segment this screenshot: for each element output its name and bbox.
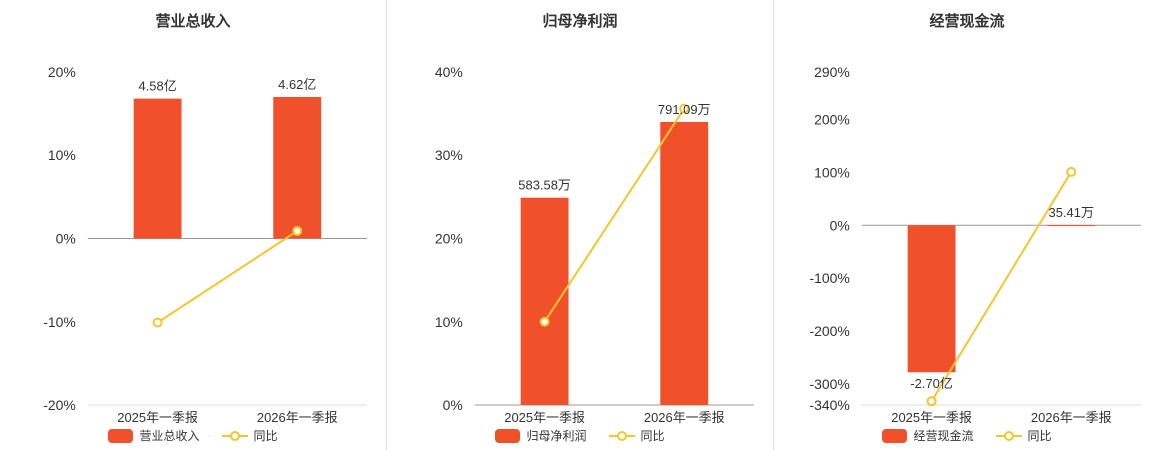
bar-2025年一季报[interactable] — [520, 197, 569, 405]
y-tick-label: 30% — [435, 147, 463, 163]
bar-value-label: 791.09万 — [658, 102, 711, 117]
chart-legend: 归母净利润 同比 — [387, 427, 773, 444]
bar-swatch-icon — [882, 428, 908, 443]
category-label: 2025年一季报 — [117, 410, 198, 425]
legend-item-line[interactable]: 同比 — [995, 427, 1052, 444]
bar-value-label: 583.58万 — [518, 178, 571, 193]
y-tick-label: -20% — [43, 397, 76, 413]
bar-2026年一季报[interactable] — [660, 121, 709, 405]
chart-panel-operating-cash-flow: 经营现金流 290% 200% 100% 0% -100% -200% -300% -340%… — [773, 0, 1160, 450]
legend-bar-label: 归母净利润 — [526, 429, 587, 443]
y-tick-label: 40% — [435, 64, 463, 80]
bar-value-label: 4.58亿 — [139, 79, 177, 94]
y-tick-label: -340% — [809, 397, 849, 413]
y-tick-label: 0% — [443, 397, 463, 413]
chart-legend: 营业总收入 同比 — [0, 427, 386, 444]
bar-2025年一季报[interactable] — [907, 225, 956, 373]
legend-bar-label: 经营现金流 — [913, 429, 974, 443]
legend-item-bar[interactable]: 营业总收入 — [108, 427, 200, 444]
category-label: 2026年一季报 — [644, 410, 725, 425]
chart-plot-svg: 40% 30% 20% 10% 0% 583.58万 791.09万 2025年一季报 2026… — [435, 64, 755, 425]
chart-title: 营业总收入 — [155, 13, 231, 30]
y-tick-label: -100% — [809, 270, 849, 286]
bar-value-label: 4.62亿 — [278, 77, 316, 92]
legend-bar-label: 营业总收入 — [139, 429, 200, 443]
bar-2026年一季报[interactable] — [273, 96, 322, 239]
yoy-line — [157, 230, 298, 324]
y-tick-label: 20% — [435, 230, 463, 246]
y-tick-label: 10% — [435, 314, 463, 330]
chart-plot-svg: 20% 10% 0% -10% -20% 4.58亿 4.62亿 2025年一季报 2026年一… — [43, 64, 368, 425]
chart-plot-svg: 290% 200% 100% 0% -100% -200% -300% -340% -2.70亿… — [809, 64, 1142, 425]
legend-item-line[interactable]: 同比 — [608, 427, 665, 444]
bar-value-label: 35.41万 — [1049, 205, 1094, 220]
yoy-point[interactable] — [292, 226, 303, 237]
chart-title: 归母净利润 — [542, 13, 618, 30]
legend-item-bar[interactable]: 经营现金流 — [882, 427, 974, 444]
bar-swatch-icon — [108, 428, 134, 443]
yoy-point[interactable] — [152, 317, 163, 328]
yoy-point[interactable] — [926, 396, 937, 407]
yoy-point[interactable] — [539, 316, 550, 327]
bar-2026年一季报[interactable] — [1047, 225, 1096, 227]
y-tick-label: -200% — [809, 323, 849, 339]
y-tick-label: -300% — [809, 376, 849, 392]
chart-panel-total-revenue: 营业总收入 20% 10% 0% -10% -20% 4.58亿 4.62亿 2025年一季报… — [0, 0, 386, 450]
y-tick-label: 20% — [48, 64, 76, 80]
chart-legend: 经营现金流 同比 — [774, 427, 1160, 444]
legend-item-line[interactable]: 同比 — [221, 427, 278, 444]
legend-line-label: 同比 — [253, 429, 278, 443]
bar-value-label: -2.70亿 — [910, 376, 953, 391]
legend-line-label: 同比 — [1027, 429, 1052, 443]
line-marker-icon — [221, 430, 248, 441]
yoy-point[interactable] — [1066, 166, 1077, 177]
category-label: 2026年一季报 — [257, 410, 338, 425]
y-tick-label: 100% — [814, 164, 850, 180]
bar-swatch-icon — [495, 428, 521, 443]
yoy-line — [543, 108, 686, 323]
chart-title: 经营现金流 — [929, 13, 1005, 30]
category-label: 2025年一季报 — [891, 410, 972, 425]
yoy-point[interactable] — [679, 103, 690, 114]
category-label: 2026年一季报 — [1031, 410, 1112, 425]
legend-item-bar[interactable]: 归母净利润 — [495, 427, 587, 444]
legend-line-label: 同比 — [640, 429, 665, 443]
y-tick-label: 10% — [48, 147, 76, 163]
y-tick-label: -10% — [43, 314, 76, 330]
y-tick-label: 290% — [814, 64, 850, 80]
category-label: 2025年一季报 — [504, 410, 585, 425]
y-tick-label: 0% — [56, 230, 76, 246]
y-tick-label: 200% — [814, 112, 850, 128]
bar-2025年一季报[interactable] — [133, 98, 182, 239]
y-tick-label: 0% — [830, 217, 850, 233]
yoy-line — [930, 171, 1073, 402]
line-marker-icon — [608, 430, 635, 441]
line-marker-icon — [995, 430, 1022, 441]
chart-panel-net-profit: 归母净利润 40% 30% 20% 10% 0% 583.58万 791.09万 2025年一… — [386, 0, 773, 450]
